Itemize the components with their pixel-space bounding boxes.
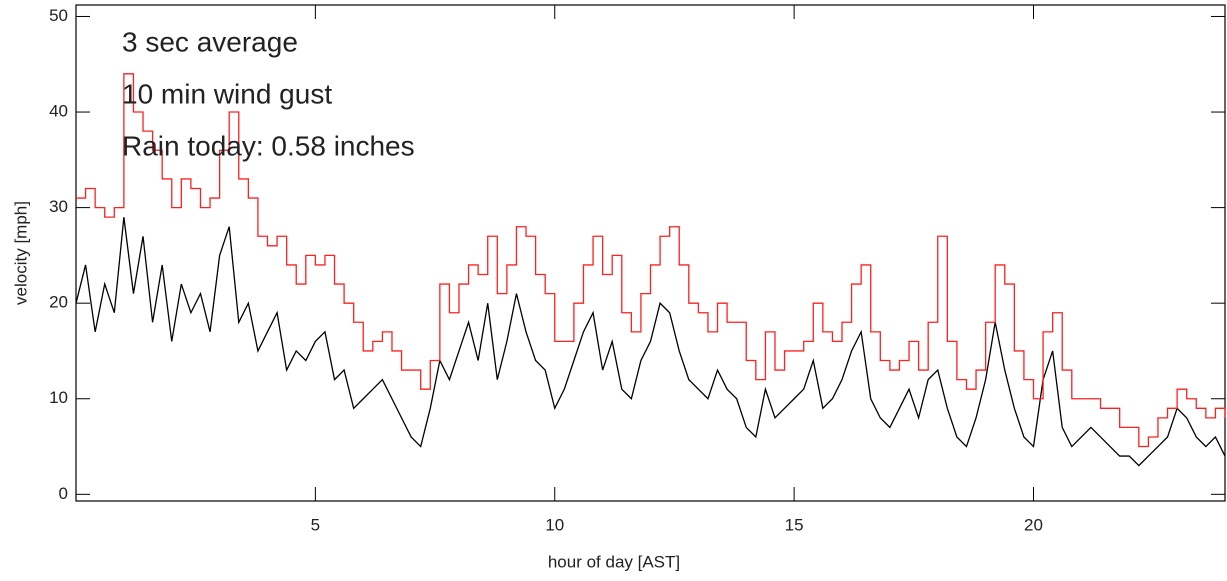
- plot-frame: [75, 4, 1226, 502]
- y-tick-label: 40: [49, 102, 68, 121]
- x-axis-label: hour of day [AST]: [548, 552, 680, 571]
- data-line: [76, 73, 1226, 448]
- x-tick-label: 15: [785, 515, 804, 534]
- x-tick-label: 5: [311, 515, 320, 534]
- data-line: [75, 217, 1226, 467]
- y-tick-label: 30: [49, 197, 68, 216]
- x-tick-label: 10: [545, 515, 564, 534]
- y-tick-label: 50: [49, 6, 68, 25]
- y-axis-label: velocity [mph]: [11, 201, 30, 305]
- x-tick-label: 20: [1024, 515, 1043, 534]
- annotation: Rain today: 0.58 inches: [122, 130, 415, 161]
- annotation: 3 sec average: [122, 26, 298, 57]
- y-tick-label: 10: [49, 388, 68, 407]
- y-tick-label: 20: [49, 293, 68, 312]
- annotation: 10 min wind gust: [122, 78, 332, 109]
- y-tick-label: 0: [59, 484, 68, 503]
